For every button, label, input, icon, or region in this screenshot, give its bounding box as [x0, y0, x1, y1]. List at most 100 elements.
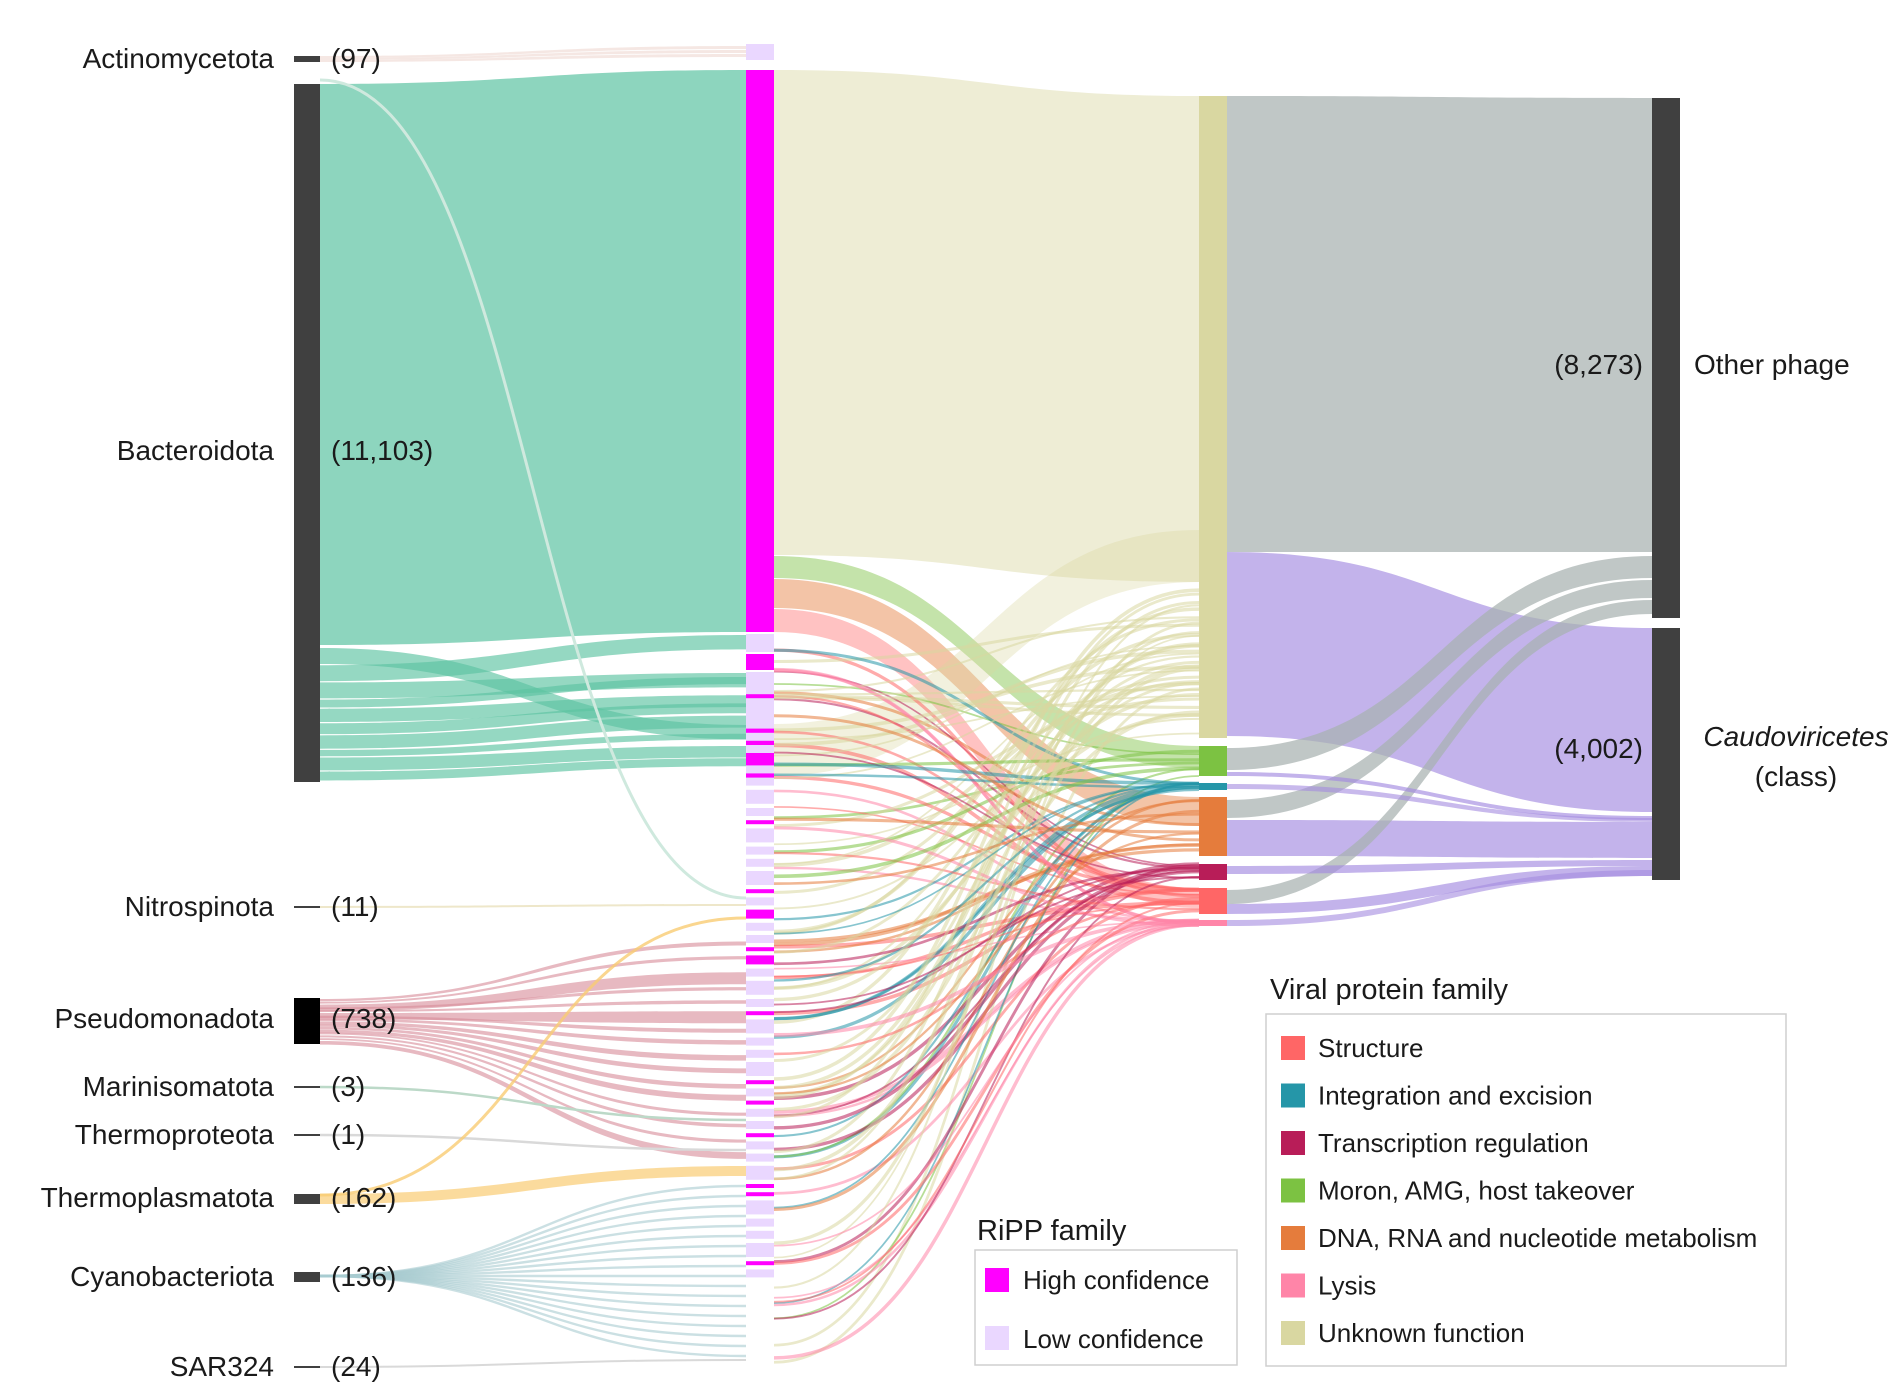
- viral-node-5: [1199, 888, 1227, 914]
- flow-ripp-viral-thin: [773, 900, 1200, 949]
- ripp-node-low: [746, 1121, 774, 1129]
- ripp-node-low: [746, 1230, 774, 1239]
- ripp-node-low: [746, 1037, 774, 1046]
- flow-ripp-viral-thin: [773, 876, 1200, 1320]
- flow-actinomycetota: [320, 46, 746, 58]
- viral-legend-swatch: [1281, 1273, 1305, 1298]
- flow-structure-otherphage: [1227, 600, 1652, 904]
- viral-legend-swatch: [1281, 1321, 1305, 1345]
- flow-marinisomatota: [319, 1085, 747, 1122]
- viral-legend-label: Integration and excision: [1318, 1081, 1593, 1111]
- host-count: (1): [331, 1119, 365, 1150]
- flow-ripp-viral-thin: [773, 921, 1200, 1118]
- host-label: Thermoplasmatota: [41, 1182, 275, 1213]
- host-label: Marinisomatota: [83, 1071, 275, 1102]
- ripp-legend: RiPP family High confidence Low confiden…: [974, 1215, 1238, 1366]
- flow-pseudomonadota: [320, 972, 746, 1012]
- flow-ripp-viral-thin: [773, 687, 1200, 1364]
- host-count: (97): [331, 43, 381, 74]
- ripp-node-low: [746, 765, 774, 774]
- flow-ripp-viral-thin: [773, 631, 1200, 1180]
- ripp-node-high: [746, 1100, 774, 1105]
- host-count: (3): [331, 1071, 365, 1102]
- flow-ripp-viral-thin: [773, 682, 1200, 1097]
- flow-ripp-viral-thin: [773, 826, 1200, 927]
- ripp-node-low: [746, 1088, 774, 1097]
- flow-pseudomonadota: [320, 1021, 746, 1061]
- flow-ripp-moron-main: [774, 556, 1199, 768]
- flow-ripp-viral-thin: [773, 919, 1200, 1247]
- flow-ripp-viral-thin: [773, 660, 1200, 1063]
- viral-legend-box: [1265, 1013, 1787, 1367]
- flow-ripp-viral-thin: [773, 832, 1200, 1095]
- flow-ripp-viral-thin: [773, 782, 1200, 935]
- flow-bacteroidota-split: [320, 695, 746, 723]
- flow-ripp-viral-thin: [773, 798, 1200, 1181]
- host-node-nitrospinota: [294, 906, 320, 908]
- flow-ripp-viral-thin: [773, 782, 1200, 1305]
- ripp-node-high: [746, 947, 774, 952]
- viral-legend-label: Structure: [1318, 1033, 1424, 1063]
- ripp-node-low: [746, 1218, 774, 1227]
- flow-ripp-viral-thin: [773, 923, 1200, 1360]
- ripp-node-low: [746, 1049, 774, 1058]
- flow-bacteroidota-split: [320, 703, 746, 735]
- flow-bacteroidota-main: [320, 70, 746, 645]
- ripp-node-high: [746, 757, 774, 762]
- flow-ripp-viral-thin: [773, 714, 1200, 842]
- flow-pseudomonadota: [320, 1032, 746, 1116]
- ripp-legend-swatch-high: [985, 1268, 1009, 1292]
- flow-pseudomonadota: [320, 1035, 746, 1128]
- flow-ripp-viral-thin: [773, 761, 1200, 819]
- flow-thermoplasmatota-up: [319, 916, 747, 1197]
- flow-pseudomonadota: [320, 1041, 746, 1159]
- flow-moron-caudoviricetes: [1227, 772, 1652, 820]
- ripp-node-low: [746, 1165, 774, 1180]
- flow-ripp-unknown-low: [774, 530, 1199, 776]
- flow-ripp-viral-thin: [773, 782, 1200, 982]
- ripp-node-low: [746, 1200, 774, 1215]
- flow-ripp-viral-thin: [773, 604, 1200, 1289]
- viral-legend-label: Lysis: [1318, 1271, 1376, 1301]
- flow-pseudomonadota: [320, 941, 746, 1002]
- flow-lysis-caudoviricetes: [1227, 870, 1652, 926]
- flow-dna-otherphage: [1227, 580, 1652, 818]
- flow-pseudomonadota: [320, 1018, 746, 1045]
- flow-bacteroidota-split: [320, 677, 746, 708]
- flow-ripp-viral-thin: [773, 876, 1200, 1006]
- flow-ripp-viral-thin: [773, 732, 1200, 846]
- viral-node-3: [1199, 797, 1227, 856]
- host-node-marinisomatota: [294, 1086, 320, 1088]
- host-count: (738): [331, 1003, 396, 1034]
- host-node-cyanobacteriota: [294, 1272, 320, 1282]
- flow-ripp-viral-thin: [773, 667, 1200, 1245]
- ripp-node-high: [746, 820, 774, 825]
- flow-ripp-viral-thin: [773, 920, 1200, 1307]
- ripp-node-low: [746, 968, 774, 977]
- viral-legend-label: Transcription regulation: [1318, 1128, 1589, 1158]
- flow-transcription-caudoviricetes: [1227, 860, 1652, 874]
- phage-name: Caudoviricetes: [1703, 721, 1888, 752]
- flow-ripp-viral-thin: [773, 664, 1200, 1172]
- viral-legend-swatch: [1281, 1226, 1305, 1250]
- ripp-legend-label-high: High confidence: [1023, 1265, 1209, 1295]
- flow-bacteroidota-split: [320, 673, 746, 699]
- ripp-node-low: [746, 1243, 774, 1257]
- ripp-node-low: [746, 1062, 774, 1076]
- viral-node-4: [1199, 864, 1227, 880]
- flow-ripp-viral-thin: [773, 909, 1200, 1265]
- flow-ripp-viral-thin: [773, 680, 1200, 954]
- flow-unknown-otherphage: [1227, 96, 1652, 552]
- flow-cyanobacteriota: [319, 1274, 747, 1358]
- flow-pseudomonadota: [320, 1024, 746, 1074]
- flow-pseudomonadota: [320, 1000, 746, 1013]
- flow-bacteroidota-split: [320, 746, 746, 771]
- host-label: Bacteroidota: [117, 435, 275, 466]
- phage-node-1: [1652, 628, 1680, 880]
- ripp-node-low: [746, 858, 774, 867]
- ripp-node-high: [746, 1133, 774, 1138]
- flow-thermoproteota: [319, 1133, 747, 1152]
- flow-ripp-viral-thin: [773, 692, 1200, 1002]
- flow-ripp-viral-thin: [773, 694, 1200, 709]
